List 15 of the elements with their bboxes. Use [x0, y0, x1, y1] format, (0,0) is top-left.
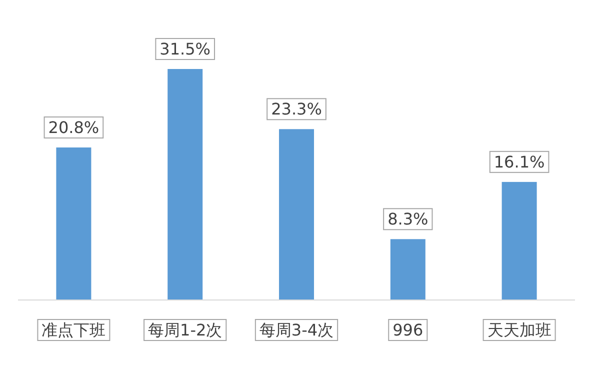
data-label: 16.1% — [494, 152, 545, 172]
bar — [279, 129, 314, 300]
data-label: 23.3% — [271, 100, 322, 119]
bar — [168, 69, 203, 300]
x-tick-label: 准点下班 — [42, 320, 106, 340]
data-label: 8.3% — [388, 210, 428, 229]
data-label: 20.8% — [48, 118, 100, 137]
bar — [390, 239, 426, 300]
data-label: 31.5% — [160, 40, 211, 58]
x-tick-label: 天天加班 — [487, 320, 552, 340]
bar — [56, 147, 92, 300]
x-tick-label: 996 — [392, 320, 424, 340]
x-tick-label: 每周1-2次 — [148, 320, 222, 340]
bar — [502, 182, 537, 300]
x-tick-label: 每周3-4次 — [259, 320, 334, 340]
